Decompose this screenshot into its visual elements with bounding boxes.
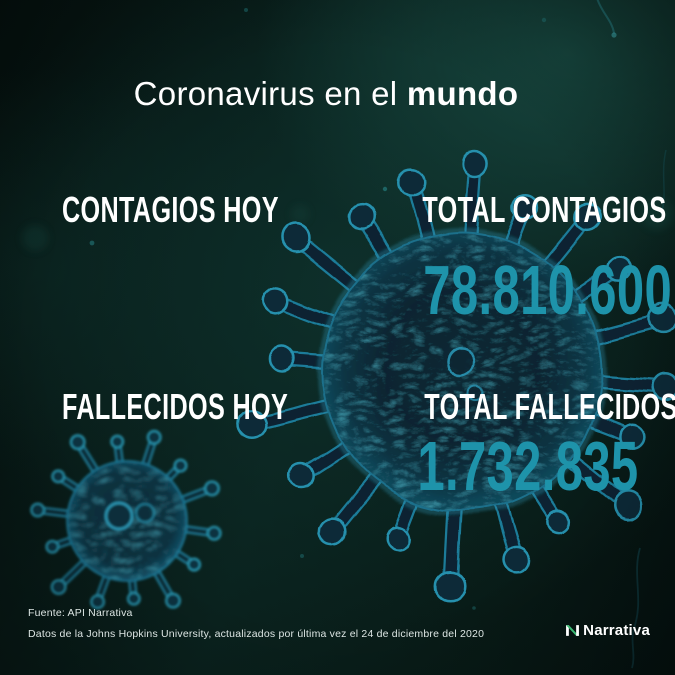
stat-label-contagios-hoy: CONTAGIOS HOY bbox=[62, 192, 372, 228]
stat-label-text: CONTAGIOS HOY bbox=[62, 189, 279, 230]
stat-label-fallecidos-hoy: FALLECIDOS HOY bbox=[62, 389, 385, 425]
stat-value-text: 1.732.835 bbox=[417, 427, 639, 505]
footer-update-note: Datos de la Johns Hopkins University, ac… bbox=[28, 628, 485, 640]
brand-name: Narrativa bbox=[583, 621, 650, 639]
stat-value-total-fallecidos: 1.732.835 bbox=[370, 431, 648, 501]
page-title: Coronavirus en el mundo bbox=[0, 77, 652, 110]
stat-label-text: TOTAL FALLECIDOS bbox=[424, 386, 675, 427]
brand-logo: Narrativa bbox=[565, 621, 650, 639]
narrativa-logo-icon bbox=[566, 624, 580, 636]
stat-label-text: TOTAL CONTAGIOS bbox=[422, 189, 667, 230]
page-title-text: Coronavirus en el bbox=[133, 75, 407, 112]
virus-illustration-small bbox=[30, 429, 222, 610]
footer-source: Fuente: API Narrativa bbox=[28, 607, 133, 619]
stat-label-total-contagios: TOTAL CONTAGIOS bbox=[370, 192, 666, 228]
stat-label-total-fallecidos: TOTAL FALLECIDOS bbox=[370, 389, 675, 425]
page-title-emphasis: mundo bbox=[406, 75, 519, 112]
stat-value-total-contagios: 78.810.600 bbox=[370, 255, 671, 325]
stat-value-text: 78.810.600 bbox=[423, 251, 673, 329]
virus-vacuole-ring bbox=[444, 346, 476, 378]
stat-label-text: FALLECIDOS HOY bbox=[62, 386, 289, 427]
